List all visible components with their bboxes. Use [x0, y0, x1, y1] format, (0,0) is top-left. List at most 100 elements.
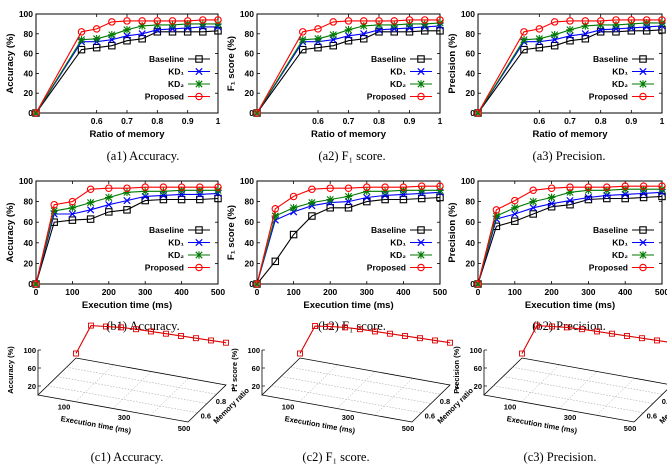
data-point: [550, 41, 559, 50]
y-tick-label: 40: [245, 68, 255, 78]
data-point: [133, 326, 139, 333]
floor-grid-line: [280, 376, 432, 404]
legend-label: Proposed: [589, 92, 628, 102]
data-point: [612, 21, 620, 29]
y-tick-label: 1: [231, 382, 235, 391]
legend-marker: [417, 67, 425, 76]
data-point: [363, 193, 371, 202]
x-tick-label: 100: [58, 402, 71, 411]
data-point: [436, 182, 444, 190]
data-point: [32, 280, 40, 288]
x-tick-label: 0.7: [564, 116, 576, 126]
data-point: [327, 323, 333, 330]
y-axis-label: Accuracy (%): [5, 202, 16, 262]
x-tick-label: 300: [564, 413, 577, 422]
data-point: [208, 337, 214, 344]
data-point: [159, 187, 168, 196]
legend-marker: [417, 80, 425, 88]
data-point: [360, 30, 368, 38]
data-point: [77, 35, 86, 44]
data-point: [314, 43, 322, 52]
y-tick-label: 80: [24, 29, 34, 39]
data-point: [550, 18, 559, 26]
y-tick-label: 0.6: [201, 412, 211, 421]
series-line: [35, 30, 219, 114]
data-point: [159, 183, 168, 191]
chart-c1: (c1) Accuracy. 20 60 100 Accuracy (%) 100 300 5…: [6, 322, 251, 464]
y-axis-label: Precision (%): [447, 202, 458, 262]
surface-floor: [37, 357, 227, 423]
data-point: [118, 324, 124, 331]
data-point: [529, 197, 537, 206]
data-point: [344, 197, 353, 206]
data-point: [511, 203, 519, 212]
data-point: [375, 21, 383, 29]
data-point: [105, 184, 113, 192]
data-point: [584, 183, 593, 191]
series-proposed: [253, 182, 444, 288]
x-tick-label: 0.8: [373, 116, 385, 126]
data-point: [193, 335, 199, 342]
data-point: [359, 22, 368, 30]
data-point: [297, 350, 303, 357]
floor-grid-line: [56, 376, 208, 404]
y-tick-label: 0: [249, 279, 254, 289]
data-point: [199, 16, 207, 24]
legend-label: Baseline: [593, 54, 628, 64]
data-point: [50, 207, 58, 215]
x-tick-label: 0.8: [151, 116, 163, 126]
series-line: [477, 188, 662, 285]
series-baseline: [32, 194, 222, 288]
x-tick-label: 500: [211, 287, 225, 297]
data-point: [214, 183, 222, 191]
surface-floor: [261, 357, 451, 423]
x-tick-label: 0.6: [312, 116, 324, 126]
legend-label: Proposed: [145, 92, 184, 102]
data-point: [108, 18, 116, 26]
series-kd1: [474, 188, 666, 288]
data-point: [344, 36, 353, 45]
data-point: [436, 193, 444, 202]
legend-marker: [639, 238, 647, 247]
z-tick-label: 100: [23, 346, 36, 355]
x-tick-label: 500: [433, 287, 447, 297]
data-point: [196, 195, 204, 204]
y-tick-label: 20: [245, 258, 255, 268]
data-point: [399, 195, 408, 204]
data-point: [566, 32, 574, 40]
legend-label: Proposed: [367, 92, 406, 102]
data-point: [436, 186, 444, 195]
plot-frame: [256, 180, 441, 285]
data-point: [381, 195, 389, 204]
legend-marker: [195, 80, 203, 88]
data-point: [417, 186, 426, 195]
series-surface: [297, 323, 453, 357]
data-point: [141, 183, 149, 191]
legend-label: Baseline: [371, 225, 406, 235]
data-point: [547, 200, 556, 208]
data-point: [621, 182, 629, 190]
y-tick-label: 100: [19, 176, 33, 186]
y-tick-label: 20: [24, 88, 34, 98]
x-tick-label: 0: [255, 287, 260, 297]
x-tick-label: 200: [323, 287, 337, 297]
chart-b1: (b1) Accuracy. 0 20 40 60 80 100 0 100 200 300 400 5…: [5, 176, 225, 333]
x-tick-label: 300: [581, 287, 595, 297]
surface-floor: [483, 357, 667, 423]
data-point: [436, 27, 444, 35]
data-point: [594, 328, 600, 335]
floor-grid-line: [299, 364, 338, 402]
data-point: [432, 337, 438, 344]
data-point: [436, 16, 444, 24]
series-kd1: [253, 22, 444, 117]
data-point: [417, 182, 426, 190]
x-tick-label: 0.8: [595, 116, 607, 126]
data-point: [344, 17, 353, 25]
data-point: [511, 217, 519, 225]
legend-label: Baseline: [149, 225, 184, 235]
floor-grid-line: [290, 367, 441, 395]
data-point: [92, 43, 101, 52]
legend-label: KD₁: [612, 238, 628, 248]
y-tick-label: 100: [19, 9, 33, 19]
